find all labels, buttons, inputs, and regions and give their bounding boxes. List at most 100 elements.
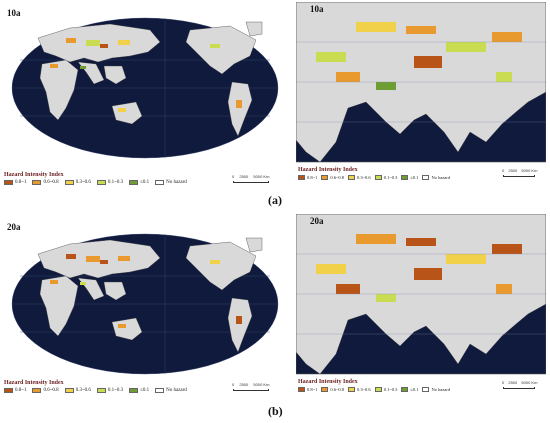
scale-bar-line — [503, 175, 535, 177]
legend-label: 0.1~0.3 — [107, 180, 124, 185]
legend-label: 0.3~0.6 — [357, 387, 371, 392]
legend-swatch — [348, 387, 355, 392]
scale-bar-line — [233, 181, 269, 183]
legend-swatch — [64, 388, 74, 393]
legend-swatch — [96, 180, 106, 185]
hazard-patches — [50, 254, 242, 328]
scale-mid: 2500 — [239, 382, 249, 387]
legend-swatch — [155, 180, 165, 185]
se-asia — [103, 65, 127, 85]
legend-item: ≤0.1 — [401, 387, 418, 392]
scale-mid: 2500 — [508, 380, 518, 385]
greenland — [245, 21, 263, 37]
scale-mid: 2500 — [239, 174, 249, 179]
hazard-patch — [118, 40, 130, 45]
legend-item: 0.1~0.3 — [374, 175, 398, 180]
map-period-label: 20a — [7, 222, 21, 232]
legend-label: 0.6~0.8 — [330, 175, 344, 180]
scale-end: 5000 Km — [253, 382, 270, 387]
scale-bar: 0 2500 5000 Km — [232, 382, 269, 387]
legend-item: 0.6~0.8 — [32, 388, 59, 393]
legend: 0.8~1 0.6~0.8 0.3~0.6 0.1~0.3 ≤0.1 No ha… — [298, 175, 450, 180]
world-map-20a — [11, 233, 279, 375]
hazard-patch — [66, 254, 76, 259]
legend-item: 0.6~0.8 — [321, 175, 344, 180]
map-period-label: 20a — [310, 216, 324, 226]
hazard-patch — [118, 324, 126, 328]
asia-map-panel-20a: 20a Hazard Intensity Index 0.8~1 0.6~0.8… — [296, 214, 546, 404]
legend-item: No hazard — [155, 180, 187, 185]
scale-zero: 0 — [232, 174, 235, 179]
africa — [39, 275, 79, 337]
legend: 0.8~1 0.6~0.8 0.3~0.6 0.1~0.3 ≤0.1 No ha… — [4, 180, 193, 185]
hazard-patch — [316, 264, 346, 274]
legend-label: 0.8~1 — [307, 175, 318, 180]
hazard-patch — [100, 260, 108, 264]
hazard-patch — [376, 82, 396, 90]
scale-bar: 0 2500 5000 Km — [502, 168, 537, 173]
graticule — [296, 253, 546, 335]
legend-title: Hazard Intensity Index — [298, 379, 358, 385]
hazard-patches — [50, 38, 242, 112]
legend-label: 0.1~0.3 — [383, 175, 398, 180]
scale-mid: 2500 — [508, 168, 518, 173]
legend-item: 0.3~0.6 — [348, 175, 371, 180]
legend-label: ≤0.1 — [410, 175, 419, 180]
legend-item: 0.3~0.6 — [64, 180, 91, 185]
legend-swatch — [129, 180, 139, 185]
hazard-patch — [414, 268, 442, 280]
hazard-patches — [316, 234, 522, 302]
legend: 0.8~1 0.6~0.8 0.3~0.6 0.1~0.3 ≤0.1 No ha… — [298, 387, 450, 392]
legend-item: ≤0.1 — [401, 175, 418, 180]
legend-item: 0.3~0.6 — [64, 388, 91, 393]
legend-item: No hazard — [422, 175, 450, 180]
legend-item: 0.8~1 — [298, 387, 317, 392]
legend-swatch — [129, 388, 139, 393]
hazard-patch — [356, 234, 396, 244]
legend-item: 0.6~0.8 — [321, 387, 344, 392]
legend-label: 0.8~1 — [15, 388, 27, 393]
hazard-patch — [406, 26, 436, 34]
legend-label: ≤0.1 — [410, 387, 419, 392]
hazard-patch — [446, 254, 486, 264]
legend-label: 0.3~0.6 — [75, 388, 91, 393]
legend-swatch — [96, 388, 106, 393]
south-america — [227, 81, 253, 137]
legend-label: ≤0.1 — [140, 180, 150, 185]
legend-title: Hazard Intensity Index — [4, 172, 64, 178]
legend-swatch — [401, 387, 409, 392]
legend-swatch — [155, 388, 165, 393]
legend-swatch — [374, 387, 382, 392]
hazard-patch — [336, 72, 360, 82]
legend-swatch — [422, 387, 430, 392]
hazard-patch — [80, 66, 86, 69]
hazard-patch — [446, 42, 486, 52]
map-period-label: 10a — [7, 8, 21, 18]
legend-label: No hazard — [431, 387, 451, 392]
australia — [111, 317, 143, 341]
hazard-patch — [376, 294, 396, 302]
graticule — [296, 41, 546, 123]
hazard-patch — [66, 38, 76, 43]
hazard-patch — [492, 32, 522, 42]
hazard-patch — [406, 238, 436, 246]
legend-item: 0.1~0.3 — [96, 180, 124, 185]
hazard-patch — [316, 52, 346, 62]
scale-bar-line — [233, 389, 269, 391]
caption-a: (a) — [268, 193, 282, 207]
legend-item: ≤0.1 — [129, 180, 149, 185]
world-map-panel-10a: 10a — [0, 0, 290, 190]
north-america — [185, 241, 257, 291]
legend-swatch — [64, 180, 74, 185]
scale-end: 5000 Km — [253, 174, 270, 179]
scale-bar-line — [503, 387, 535, 389]
hazard-patch — [236, 316, 242, 324]
hazard-patch — [210, 260, 220, 264]
scale-bar: 0 2500 5000 Km — [502, 380, 537, 385]
hazard-patch — [118, 256, 130, 261]
australia — [111, 101, 143, 125]
hazard-patch — [100, 44, 108, 48]
legend-item: No hazard — [422, 387, 450, 392]
legend-label: 0.6~0.8 — [330, 387, 344, 392]
south-america — [227, 297, 253, 353]
